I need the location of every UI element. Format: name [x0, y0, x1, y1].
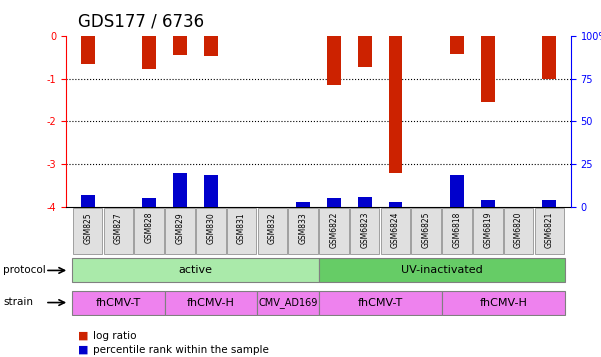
Text: GSM6825: GSM6825: [422, 212, 431, 248]
FancyBboxPatch shape: [227, 208, 257, 254]
Bar: [81, 195, 94, 207]
Text: fhCMV-H: fhCMV-H: [187, 297, 235, 308]
Text: GSM6824: GSM6824: [391, 212, 400, 248]
Text: GDS177 / 6736: GDS177 / 6736: [78, 12, 204, 30]
FancyBboxPatch shape: [72, 291, 165, 315]
Text: fhCMV-H: fhCMV-H: [479, 297, 527, 308]
Text: fhCMV-T: fhCMV-T: [358, 297, 403, 308]
Bar: [450, 36, 464, 54]
Bar: [543, 200, 557, 207]
FancyBboxPatch shape: [535, 208, 564, 254]
Text: strain: strain: [3, 297, 33, 307]
Text: GSM6823: GSM6823: [360, 212, 369, 248]
FancyBboxPatch shape: [165, 208, 195, 254]
FancyBboxPatch shape: [196, 208, 225, 254]
FancyBboxPatch shape: [442, 208, 472, 254]
Text: GSM6820: GSM6820: [514, 212, 523, 248]
FancyBboxPatch shape: [73, 208, 102, 254]
FancyBboxPatch shape: [380, 208, 410, 254]
Text: protocol: protocol: [3, 265, 46, 275]
Bar: [389, 202, 403, 207]
Text: GSM6819: GSM6819: [483, 212, 492, 248]
Text: GSM833: GSM833: [299, 212, 308, 243]
FancyBboxPatch shape: [135, 208, 164, 254]
Text: ■: ■: [78, 345, 88, 355]
FancyBboxPatch shape: [412, 208, 441, 254]
Text: fhCMV-T: fhCMV-T: [96, 297, 141, 308]
Bar: [173, 173, 187, 207]
FancyBboxPatch shape: [72, 258, 319, 282]
FancyBboxPatch shape: [257, 291, 319, 315]
Text: GSM6821: GSM6821: [545, 212, 554, 248]
FancyBboxPatch shape: [319, 258, 565, 282]
FancyBboxPatch shape: [165, 291, 257, 315]
Bar: [389, 36, 403, 173]
Text: UV-inactivated: UV-inactivated: [401, 265, 483, 276]
Text: GSM825: GSM825: [83, 212, 92, 243]
FancyBboxPatch shape: [319, 291, 442, 315]
Text: percentile rank within the sample: percentile rank within the sample: [93, 345, 269, 355]
Text: active: active: [178, 265, 212, 276]
Bar: [358, 36, 371, 66]
Bar: [450, 175, 464, 207]
Bar: [481, 200, 495, 207]
Bar: [204, 175, 218, 207]
FancyBboxPatch shape: [103, 208, 133, 254]
Text: GSM829: GSM829: [175, 212, 185, 243]
Bar: [481, 36, 495, 102]
Bar: [204, 36, 218, 56]
Text: GSM832: GSM832: [268, 212, 277, 243]
FancyBboxPatch shape: [258, 208, 287, 254]
FancyBboxPatch shape: [504, 208, 534, 254]
Text: GSM831: GSM831: [237, 212, 246, 243]
Text: GSM828: GSM828: [145, 212, 154, 243]
Text: CMV_AD169: CMV_AD169: [258, 297, 317, 308]
FancyBboxPatch shape: [319, 208, 349, 254]
Text: log ratio: log ratio: [93, 331, 136, 341]
Bar: [327, 36, 341, 85]
Text: GSM6822: GSM6822: [329, 212, 338, 248]
Bar: [296, 202, 310, 207]
Bar: [142, 36, 156, 69]
Bar: [81, 36, 94, 64]
Bar: [142, 198, 156, 207]
FancyBboxPatch shape: [350, 208, 379, 254]
Bar: [173, 36, 187, 55]
Bar: [543, 36, 557, 79]
FancyBboxPatch shape: [442, 291, 565, 315]
Bar: [358, 197, 371, 207]
Text: GSM830: GSM830: [206, 212, 215, 243]
FancyBboxPatch shape: [288, 208, 318, 254]
FancyBboxPatch shape: [473, 208, 502, 254]
Text: GSM6818: GSM6818: [453, 212, 462, 248]
Text: GSM827: GSM827: [114, 212, 123, 243]
Bar: [327, 198, 341, 207]
Text: ■: ■: [78, 331, 88, 341]
